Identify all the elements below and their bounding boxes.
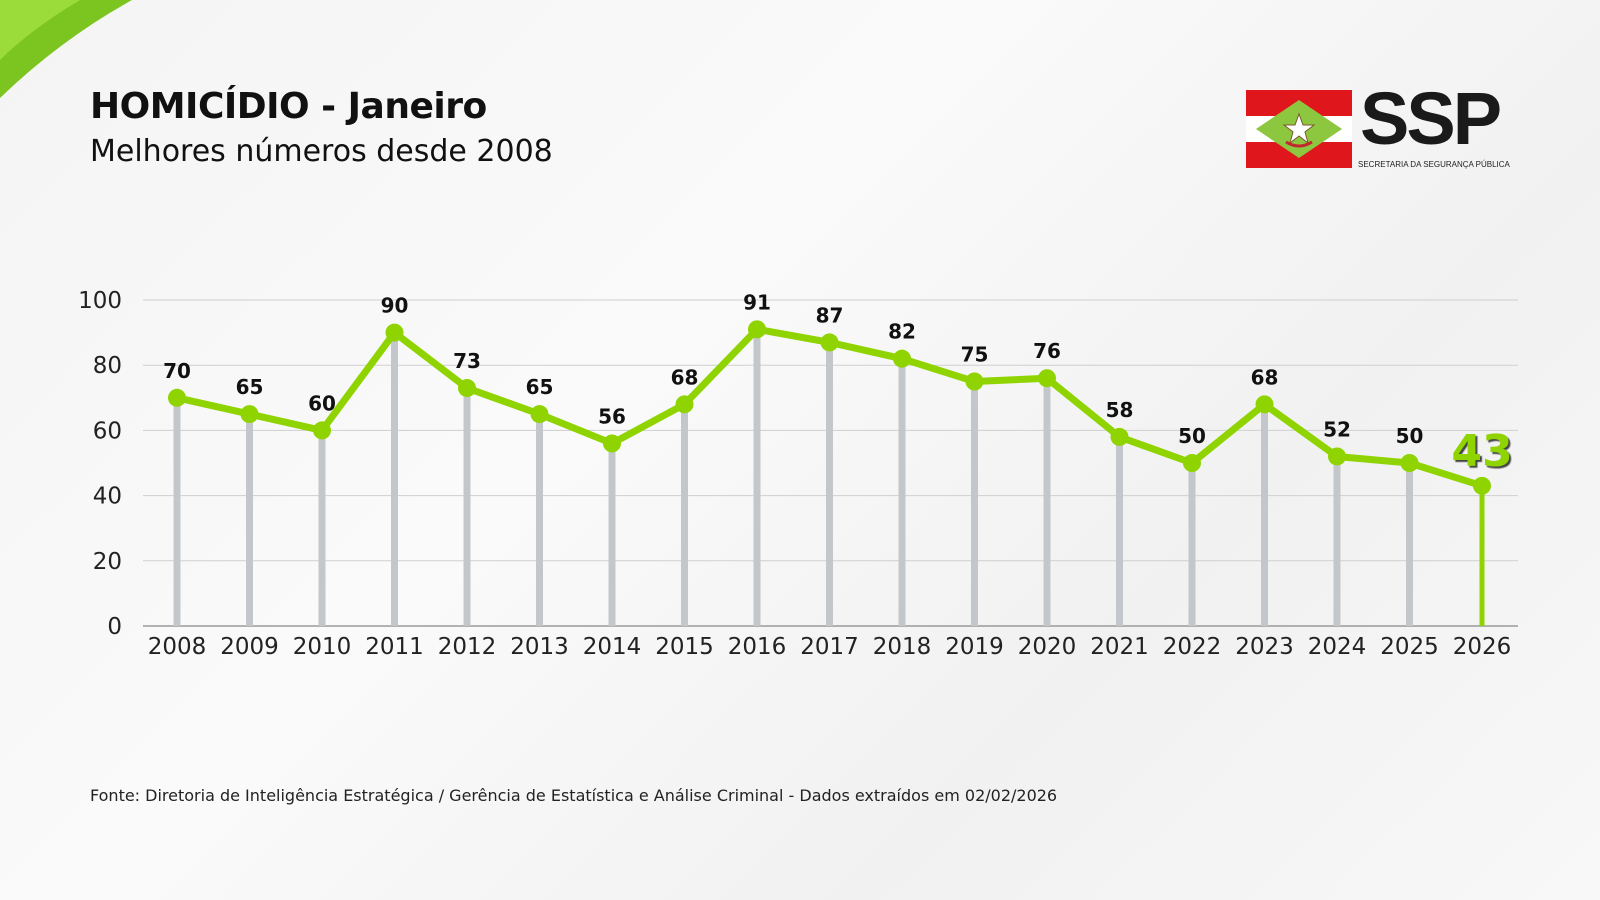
data-label: 60 [308, 391, 336, 415]
data-point [1110, 427, 1129, 446]
data-label: 68 [671, 365, 699, 389]
data-label: 82 [888, 320, 916, 344]
x-tick-label: 2025 [1380, 634, 1439, 660]
x-tick-label: 2022 [1163, 634, 1222, 660]
data-point [1473, 476, 1491, 495]
santa-catarina-flag-icon [1246, 90, 1352, 168]
data-point [893, 349, 911, 368]
data-label-highlight: 43 [1451, 426, 1512, 477]
x-tick-label: 2010 [293, 634, 352, 660]
data-label: 56 [598, 404, 626, 428]
ssp-logo-subtext: SECRETARIA DA SEGURANÇA PÚBLICA [1358, 160, 1510, 169]
y-tick-label: 40 [93, 484, 122, 510]
x-tick-label: 2021 [1090, 634, 1149, 660]
y-tick-label: 60 [93, 418, 122, 444]
x-tick-label: 2023 [1235, 634, 1294, 660]
x-tick-label: 2018 [873, 634, 932, 660]
y-tick-label: 20 [93, 549, 122, 575]
data-point [748, 320, 766, 339]
data-label: 90 [381, 294, 409, 318]
data-point [168, 388, 186, 407]
data-point [1328, 447, 1346, 466]
data-label: 68 [1251, 365, 1279, 389]
line-chart: 0 20 40 60 80 100 2008 2009 2010 2011 2012 2013 2014… [78, 288, 1518, 660]
data-point [965, 372, 984, 391]
data-point [313, 421, 331, 440]
data-label: 58 [1106, 398, 1134, 422]
x-tick-label: 2013 [510, 634, 569, 660]
x-tick-label: 2026 [1453, 634, 1512, 660]
data-point [1183, 454, 1201, 472]
x-tick-label: 2008 [148, 634, 207, 660]
data-label: 73 [453, 349, 481, 373]
data-label: 50 [1178, 424, 1206, 448]
data-label: 52 [1323, 417, 1351, 441]
data-label: 91 [743, 290, 771, 314]
x-tick-label: 2014 [583, 634, 642, 660]
data-label: 50 [1396, 424, 1424, 448]
data-label: 87 [816, 303, 844, 327]
data-point [820, 333, 839, 352]
x-tick-label: 2024 [1308, 634, 1367, 660]
data-label: 65 [236, 375, 264, 399]
x-tick-label: 2017 [800, 634, 859, 660]
chart-title: HOMICÍDIO - Janeiro [90, 86, 487, 127]
data-label: 75 [961, 343, 989, 367]
data-point [240, 405, 259, 424]
y-tick-label: 100 [78, 288, 122, 314]
data-point [1400, 454, 1419, 472]
data-point [675, 395, 694, 414]
source-footnote: Fonte: Diretoria de Inteligência Estraté… [90, 786, 1058, 805]
x-tick-label: 2015 [655, 634, 714, 660]
data-point [530, 405, 549, 424]
x-tick-label: 2012 [438, 634, 497, 660]
data-point [385, 323, 404, 342]
data-label: 70 [163, 359, 191, 383]
x-tick-label: 2009 [220, 634, 279, 660]
chart-subtitle: Melhores números desde 2008 [90, 134, 553, 169]
data-point [1255, 395, 1274, 414]
x-tick-label: 2011 [365, 634, 424, 660]
y-tick-label: 80 [93, 353, 122, 379]
x-tick-label: 2020 [1018, 634, 1077, 660]
ssp-logo-text: SSP [1360, 77, 1502, 160]
x-tick-label: 2019 [945, 634, 1004, 660]
x-tick-label: 2016 [728, 634, 787, 660]
data-label: 65 [526, 375, 554, 399]
data-label: 76 [1033, 339, 1061, 363]
data-point [1038, 369, 1056, 388]
data-point [458, 379, 476, 398]
decorative-corner-swoosh [0, 0, 132, 98]
ssp-logo: SSP SECRETARIA DA SEGURANÇA PÚBLICA [1246, 82, 1512, 174]
y-tick-label: 0 [107, 614, 122, 640]
data-point [603, 434, 621, 453]
